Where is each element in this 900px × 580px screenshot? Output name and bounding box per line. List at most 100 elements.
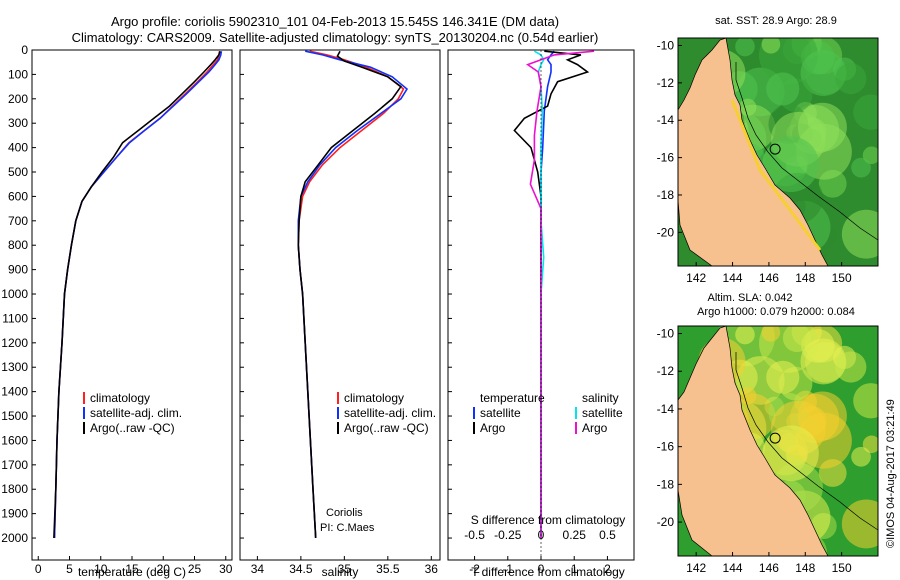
map-lon-label: 144 bbox=[723, 271, 743, 285]
x-tick-label: 25 bbox=[188, 562, 202, 576]
series-satellite bbox=[53, 51, 223, 539]
map-color-patch bbox=[841, 499, 878, 549]
salinity-panel-frame bbox=[239, 49, 441, 561]
x-tick-label: 10 bbox=[94, 562, 108, 576]
depth-tick-label: 800 bbox=[8, 238, 28, 252]
depth-tick-label: 1400 bbox=[1, 385, 28, 399]
map-lat-label: -20 bbox=[657, 515, 675, 529]
map-color-patch bbox=[763, 136, 819, 192]
depth-tick-label: 400 bbox=[8, 141, 28, 155]
diff-s-xlabel: S difference from climatology bbox=[471, 513, 626, 527]
depth-tick-label: 600 bbox=[8, 189, 28, 203]
legend-argo-2: Argo(..raw -QC) bbox=[344, 421, 429, 435]
map-lon-label: 148 bbox=[795, 561, 815, 575]
sla-ticks: 142 144 146 148 150 -10 -12 -14 -16 -18 -20 bbox=[657, 327, 852, 575]
sst-map bbox=[678, 38, 878, 266]
sla-isobath bbox=[735, 352, 878, 531]
depth-tick-label: 1900 bbox=[1, 507, 28, 521]
sst-warm-band bbox=[730, 99, 822, 251]
depth-tick-label: 700 bbox=[8, 214, 28, 228]
figure-title: Argo profile: coriolis 5902310_101 04-Fe… bbox=[111, 14, 559, 29]
sla-land bbox=[678, 326, 829, 556]
sst-isobath bbox=[735, 62, 878, 241]
map-lon-label: 150 bbox=[832, 561, 852, 575]
temperature-panel-frame bbox=[31, 49, 233, 561]
series-satellite bbox=[297, 50, 409, 539]
sla-argo-marker bbox=[769, 432, 781, 444]
map-color-patch bbox=[853, 94, 878, 130]
x-tick-label: 34 bbox=[251, 562, 265, 576]
figure-subtitle: Climatology: CARS2009. Satellite-adjuste… bbox=[72, 30, 599, 45]
x2-tick-label: -0.25 bbox=[494, 528, 522, 542]
map-color-patch bbox=[851, 446, 871, 467]
x-tick-label: 20 bbox=[157, 562, 171, 576]
map-lon-label: 142 bbox=[686, 561, 706, 575]
sla-map-subtitle: Argo h1000: 0.079 h2000: 0.084 bbox=[697, 306, 855, 318]
map-color-patch bbox=[851, 157, 871, 178]
x-tick-label: 30 bbox=[219, 562, 233, 576]
legend-clim: climatology bbox=[90, 391, 150, 405]
map-color-patch bbox=[761, 326, 781, 342]
map-color-patch bbox=[835, 63, 867, 95]
x-tick-label: 5 bbox=[66, 562, 73, 576]
sla-map bbox=[678, 326, 878, 556]
depth-tick-label: 500 bbox=[8, 165, 28, 179]
depth-tick-label: 1300 bbox=[1, 360, 28, 374]
legend-temp-sat: satellite bbox=[480, 406, 521, 420]
x2-tick-label: -0.5 bbox=[464, 528, 485, 542]
difference-series bbox=[513, 50, 595, 538]
depth-tick-label: 1100 bbox=[2, 311, 28, 325]
x2-tick-label: 0.25 bbox=[563, 528, 587, 542]
salinity-legend: climatology satellite-adj. clim. Argo(..… bbox=[337, 391, 436, 435]
map-color-patch bbox=[853, 383, 878, 419]
map-lat-label: -14 bbox=[657, 113, 675, 127]
credit: ©IMOS 04-Aug-2017 03:21:49 bbox=[885, 399, 897, 548]
difference-legend: temperature satellite Argo salinity sate… bbox=[473, 391, 623, 435]
x-tick-label: 35.5 bbox=[376, 562, 400, 576]
map-lat-label: -18 bbox=[657, 188, 675, 202]
map-lon-label: 142 bbox=[686, 271, 706, 285]
series-temp_satellite bbox=[540, 50, 555, 538]
x-tick-label: 34.5 bbox=[289, 562, 313, 576]
map-color-patch bbox=[735, 326, 755, 345]
map-lat-label: -10 bbox=[657, 327, 675, 341]
sla-map-title: Altim. SLA: 0.042 bbox=[708, 292, 793, 304]
x-tick-label: -2 bbox=[469, 562, 480, 576]
depth-axis: 0 100 200 300 400 500 600 700 800 900 1000 1100 1200… bbox=[1, 43, 452, 545]
map-lat-label: -14 bbox=[657, 402, 675, 416]
depth-tick-label: 900 bbox=[8, 263, 28, 277]
map-color-patch bbox=[800, 338, 847, 385]
x-tick-label: 0 bbox=[35, 562, 42, 576]
legend-sat: satellite-adj. clim. bbox=[90, 406, 182, 420]
x-tick-label: 36 bbox=[425, 562, 439, 576]
x-tick-label: 35 bbox=[338, 562, 352, 576]
sst-map-title: sat. SST: 28.9 Argo: 28.9 bbox=[715, 15, 837, 27]
temperature-legend: climatology satellite-adj. clim. Argo(..… bbox=[83, 391, 182, 435]
x-tick-label: -1 bbox=[502, 562, 513, 576]
depth-tick-label: 2000 bbox=[1, 531, 28, 545]
map-lon-label: 148 bbox=[795, 271, 815, 285]
sst-ticks: 142 144 146 148 150 -10 -12 -14 -16 -18 -20 bbox=[657, 38, 852, 285]
series-argo bbox=[53, 50, 221, 539]
depth-tick-label: 1500 bbox=[1, 409, 28, 423]
sst-map-frame bbox=[677, 37, 879, 267]
depth-tick-label: 200 bbox=[8, 92, 28, 106]
series-climatology bbox=[297, 50, 405, 539]
institution-name: Coriolis bbox=[326, 507, 363, 519]
legend-sat-2: satellite-adj. clim. bbox=[344, 406, 436, 420]
depth-tick-label: 0 bbox=[21, 43, 28, 57]
depth-tick-label: 1200 bbox=[1, 336, 28, 350]
series-climatology bbox=[53, 51, 221, 539]
legend-temp-argo: Argo bbox=[480, 421, 506, 435]
series-sal_satellite bbox=[534, 50, 545, 538]
map-lon-label: 146 bbox=[759, 561, 779, 575]
map-lon-label: 150 bbox=[832, 271, 852, 285]
legend-argo: Argo(..raw -QC) bbox=[90, 421, 175, 435]
map-lat-label: -16 bbox=[657, 151, 675, 165]
legend-sal-title: salinity bbox=[582, 391, 619, 405]
map-lon-label: 144 bbox=[723, 561, 743, 575]
map-lat-label: -10 bbox=[657, 38, 675, 52]
series-temp_argo bbox=[513, 50, 590, 538]
map-color-patch bbox=[766, 360, 800, 394]
depth-tick-label: 1700 bbox=[1, 458, 28, 472]
